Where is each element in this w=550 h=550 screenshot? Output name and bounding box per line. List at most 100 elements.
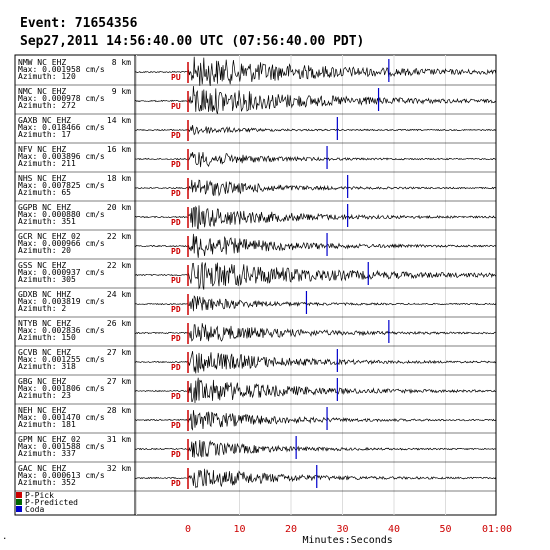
pick-polarity: PD xyxy=(171,247,181,256)
station-max: Max: 0.000880 cm/s xyxy=(18,210,105,219)
station-max: Max: 0.002836 cm/s xyxy=(18,326,105,335)
pick-polarity: PD xyxy=(171,131,181,140)
station-max: Max: 0.000613 cm/s xyxy=(18,471,105,480)
station-name: NFV NC EHZ xyxy=(18,145,66,154)
x-tick-label: 01:00 xyxy=(482,524,512,535)
station-trace xyxy=(134,262,497,290)
pick-polarity: PD xyxy=(171,479,181,488)
x-axis-label: Minutes:Seconds xyxy=(302,535,392,546)
station-name: GAC NC EHZ xyxy=(18,464,66,473)
station-name: GBG NC EHZ xyxy=(18,377,66,386)
legend-label: P-Predicted xyxy=(25,498,78,507)
legend-swatch xyxy=(16,499,22,505)
station-name: GPM NC EHZ 02 xyxy=(18,435,81,444)
station-distance: 22 km xyxy=(107,232,131,241)
station-name: NEH NC EHZ xyxy=(18,406,66,415)
station-name: GDXB NC HHZ xyxy=(18,290,71,299)
plot-frame xyxy=(134,54,497,516)
station-trace xyxy=(134,468,497,489)
station-distance: 27 km xyxy=(107,377,131,386)
station-name: GGPB NC EHZ xyxy=(18,203,71,212)
station-max: Max: 0.000966 cm/s xyxy=(18,239,105,248)
station-azimuth: Azimuth: 20 xyxy=(18,246,71,255)
x-tick-label: 30 xyxy=(336,524,348,535)
station-distance: 14 km xyxy=(107,116,131,125)
station-azimuth: Azimuth: 337 xyxy=(18,449,76,458)
station-max: Max: 0.003896 cm/s xyxy=(18,152,105,161)
station-name: GCR NC EHZ 02 xyxy=(18,232,81,241)
pick-polarity: PU xyxy=(171,102,181,111)
station-max: Max: 0.007825 cm/s xyxy=(18,181,105,190)
station-trace xyxy=(134,56,497,87)
station-trace xyxy=(134,233,497,258)
station-name: GCVB NC EHZ xyxy=(18,348,71,357)
station-azimuth: Azimuth: 351 xyxy=(18,217,76,226)
pick-polarity: PD xyxy=(171,392,181,401)
x-tick-label: 20 xyxy=(285,524,297,535)
pick-polarity: PD xyxy=(171,189,181,198)
station-azimuth: Azimuth: 23 xyxy=(18,391,71,400)
station-azimuth: Azimuth: 150 xyxy=(18,333,76,342)
station-azimuth: Azimuth: 272 xyxy=(18,101,76,110)
legend-swatch xyxy=(16,492,22,498)
pick-polarity: PD xyxy=(171,363,181,372)
station-max: Max: 0.001255 cm/s xyxy=(18,355,105,364)
station-azimuth: Azimuth: 211 xyxy=(18,159,76,168)
station-trace xyxy=(134,179,497,197)
station-trace xyxy=(134,85,497,114)
station-trace xyxy=(134,351,497,374)
station-name: GAXB NC EHZ xyxy=(18,116,71,125)
station-distance: 18 km xyxy=(107,174,131,183)
pick-polarity: PD xyxy=(171,421,181,430)
station-trace xyxy=(134,439,496,458)
station-azimuth: Azimuth: 65 xyxy=(18,188,71,197)
event-title: Event: 71654356 xyxy=(20,16,138,31)
pick-polarity: PD xyxy=(171,160,181,169)
x-tick-label: 50 xyxy=(439,524,451,535)
station-max: Max: 0.000978 cm/s xyxy=(18,94,105,103)
station-name: NTYB NC EHZ xyxy=(18,319,71,328)
station-distance: 27 km xyxy=(107,348,131,357)
station-trace xyxy=(134,410,497,431)
station-max: Max: 0.001958 cm/s xyxy=(18,65,105,74)
station-distance: 22 km xyxy=(107,261,131,270)
x-tick-label: 0 xyxy=(185,524,191,535)
station-trace xyxy=(134,295,497,312)
station-distance: 32 km xyxy=(107,464,131,473)
station-trace xyxy=(134,377,496,404)
x-tick-label: 40 xyxy=(388,524,400,535)
station-name: NMW NC EHZ xyxy=(18,58,66,67)
station-distance: 8 km xyxy=(112,58,131,67)
station-name: GSS NC EHZ xyxy=(18,261,66,270)
station-max: Max: 0.018466 cm/s xyxy=(18,123,105,132)
pick-polarity: PD xyxy=(171,334,181,343)
station-max: Max: 0.000937 cm/s xyxy=(18,268,105,277)
station-distance: 24 km xyxy=(107,290,131,299)
station-trace xyxy=(134,152,496,168)
station-max: Max: 0.001588 cm/s xyxy=(18,442,105,451)
station-azimuth: Azimuth: 318 xyxy=(18,362,76,371)
legend-swatch xyxy=(16,506,22,512)
x-tick-label: 10 xyxy=(233,524,245,535)
pick-polarity: PD xyxy=(171,450,181,459)
pick-polarity: PU xyxy=(171,276,181,285)
event-time: Sep27,2011 14:56:40.00 UTC (07:56:40.00 … xyxy=(20,34,365,49)
station-azimuth: Azimuth: 2 xyxy=(18,304,66,313)
station-distance: 16 km xyxy=(107,145,131,154)
station-distance: 9 km xyxy=(112,87,131,96)
station-azimuth: Azimuth: 181 xyxy=(18,420,76,429)
pick-polarity: PD xyxy=(171,218,181,227)
pick-polarity: PU xyxy=(171,73,181,82)
pick-polarity: PD xyxy=(171,305,181,314)
station-trace xyxy=(134,124,497,136)
station-max: Max: 0.001470 cm/s xyxy=(18,413,105,422)
label-frame xyxy=(14,54,136,516)
station-max: Max: 0.003819 cm/s xyxy=(18,297,105,306)
station-distance: 20 km xyxy=(107,203,131,212)
legend-label: P-Pick xyxy=(25,491,54,500)
station-trace xyxy=(134,323,496,342)
station-name: NMC NC EHZ xyxy=(18,87,66,96)
legend-label: Coda xyxy=(25,505,44,514)
station-name: NHS NC EHZ xyxy=(18,174,66,183)
